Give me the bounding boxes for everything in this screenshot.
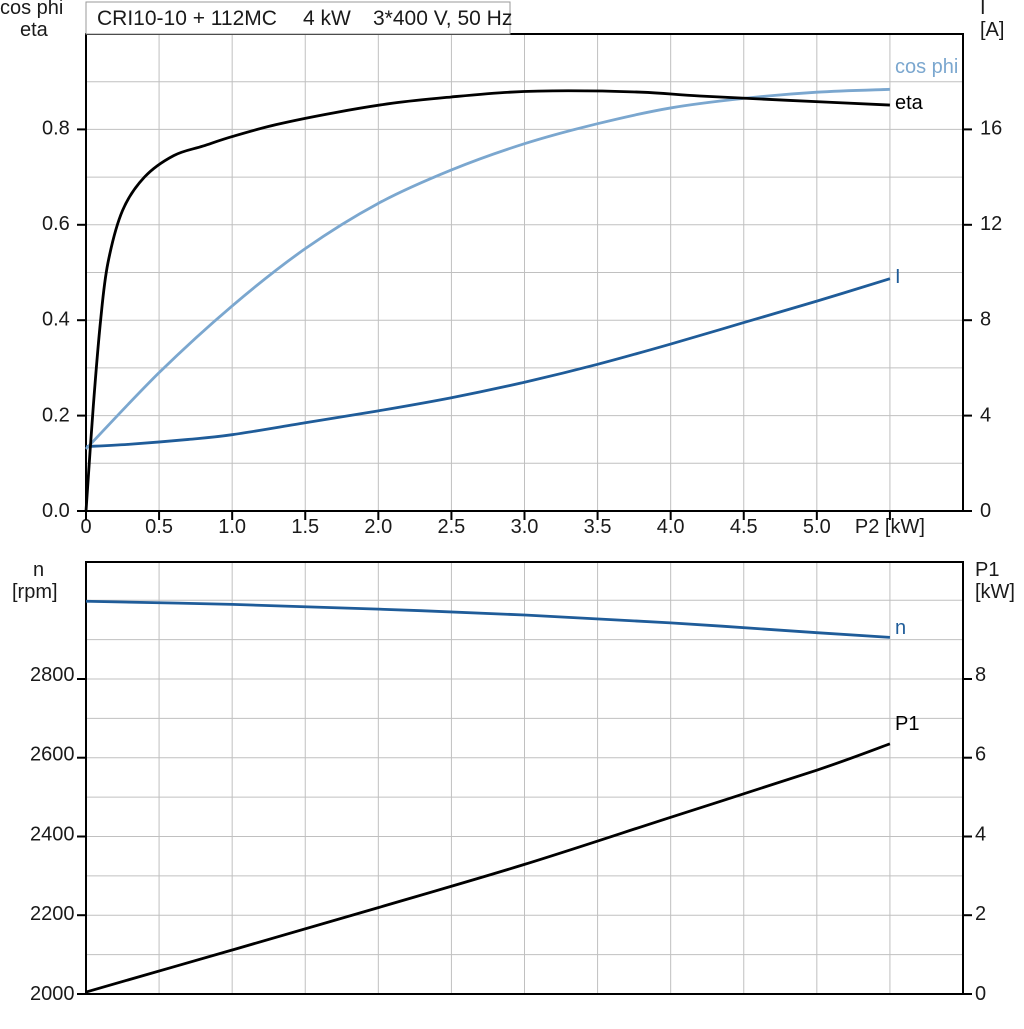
svg-text:4: 4 <box>975 824 986 846</box>
svg-text:[kW]: [kW] <box>975 581 1015 603</box>
svg-text:P1: P1 <box>975 559 999 581</box>
svg-text:cos phi: cos phi <box>895 56 958 78</box>
svg-text:0: 0 <box>980 500 991 522</box>
svg-text:2400: 2400 <box>30 824 75 846</box>
svg-text:eta: eta <box>20 19 49 41</box>
svg-text:cos phi: cos phi <box>0 0 63 19</box>
svg-text:0.6: 0.6 <box>42 213 70 235</box>
svg-text:8: 8 <box>980 309 991 331</box>
svg-text:2000: 2000 <box>30 983 75 1005</box>
svg-text:8: 8 <box>975 664 986 686</box>
svg-text:I: I <box>980 0 986 19</box>
svg-text:2200: 2200 <box>30 903 75 925</box>
svg-text:6: 6 <box>975 744 986 766</box>
svg-text:16: 16 <box>980 117 1002 139</box>
svg-text:0.8: 0.8 <box>42 117 70 139</box>
svg-text:0.2: 0.2 <box>42 404 70 426</box>
svg-text:0: 0 <box>975 983 986 1005</box>
svg-text:[rpm]: [rpm] <box>12 581 58 603</box>
svg-text:eta: eta <box>895 92 924 114</box>
svg-text:P1: P1 <box>895 713 919 735</box>
svg-text:0.0: 0.0 <box>42 500 70 522</box>
svg-text:I: I <box>895 266 901 288</box>
svg-text:[A]: [A] <box>980 19 1004 41</box>
svg-text:2: 2 <box>975 903 986 925</box>
svg-text:4: 4 <box>980 404 991 426</box>
svg-text:2800: 2800 <box>30 664 75 686</box>
svg-text:0.4: 0.4 <box>42 309 70 331</box>
svg-text:n: n <box>895 617 906 639</box>
svg-text:2600: 2600 <box>30 744 75 766</box>
svg-text:12: 12 <box>980 213 1002 235</box>
svg-text:n: n <box>33 559 44 581</box>
